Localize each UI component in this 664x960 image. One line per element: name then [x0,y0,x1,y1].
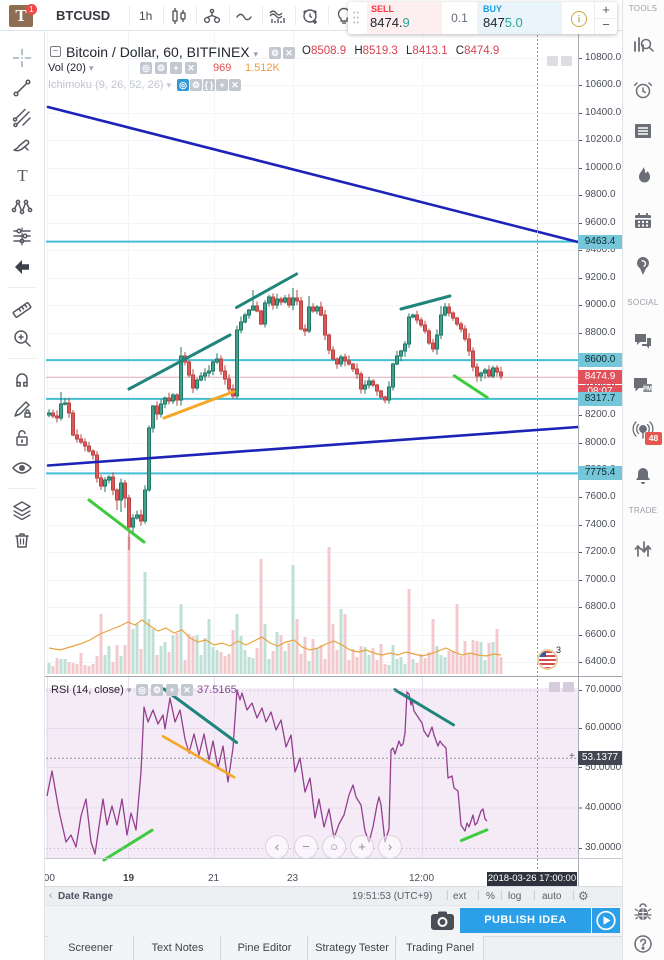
svg-text:PM: PM [643,386,652,392]
